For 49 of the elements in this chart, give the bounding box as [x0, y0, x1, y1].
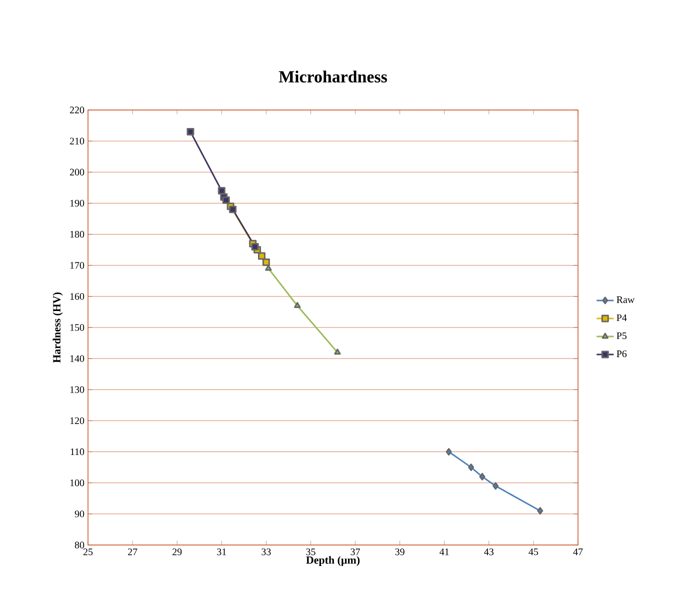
x-tick-label: 45: [528, 548, 538, 556]
x-tick-label: 43: [484, 548, 494, 556]
y-tick-label: 80: [74, 542, 84, 548]
x-axis-title: Depth (µm): [306, 556, 360, 566]
legend-label: P4: [616, 314, 627, 321]
point: [218, 187, 226, 195]
y-tick-label: 210: [70, 138, 84, 144]
y-tick-label: 120: [70, 417, 84, 424]
point: [294, 302, 301, 308]
point: [251, 242, 259, 250]
y-tick-label: 100: [70, 479, 84, 486]
x-tick-label: 47: [573, 548, 583, 556]
y-tick-label: 110: [70, 448, 84, 456]
x-tick-label: 25: [83, 548, 93, 556]
x-tick-label: 27: [128, 548, 138, 556]
y-axis-title: Hardness (HV): [52, 292, 63, 363]
y-tick-label: 160: [70, 293, 84, 300]
x-tick-label: 41: [440, 548, 449, 556]
y-tick-label: 220: [70, 106, 84, 114]
point: [222, 196, 230, 204]
point: [265, 264, 272, 271]
x-tick-label: 37: [350, 548, 360, 556]
x-tick-label: 29: [172, 548, 182, 556]
legend-label: P5: [616, 332, 627, 340]
y-tick-label: 150: [70, 324, 84, 331]
point: [229, 206, 237, 214]
point: [468, 464, 474, 472]
x-tick-label: 33: [262, 548, 271, 556]
point: [262, 258, 270, 266]
x-tick-label: 31: [217, 548, 226, 556]
legend-label: Raw: [616, 296, 635, 304]
legend-label: P6: [616, 350, 627, 358]
point: [258, 252, 266, 260]
point: [334, 348, 341, 355]
y-tick-label: 130: [70, 386, 84, 393]
y-tick-label: 180: [70, 230, 84, 238]
x-tick-label: 39: [395, 548, 404, 556]
point: [186, 128, 194, 136]
point: [446, 448, 452, 456]
y-tick-label: 170: [70, 262, 84, 269]
y-tick-label: 200: [70, 168, 84, 176]
x-tick-label: 35: [306, 548, 316, 556]
y-tick-label: 90: [74, 510, 84, 518]
point: [537, 507, 544, 515]
y-tick-label: 140: [70, 355, 84, 362]
point: [492, 482, 499, 490]
y-tick-label: 190: [70, 200, 84, 207]
chart-title: Microhardness: [278, 70, 388, 83]
point: [479, 472, 486, 480]
